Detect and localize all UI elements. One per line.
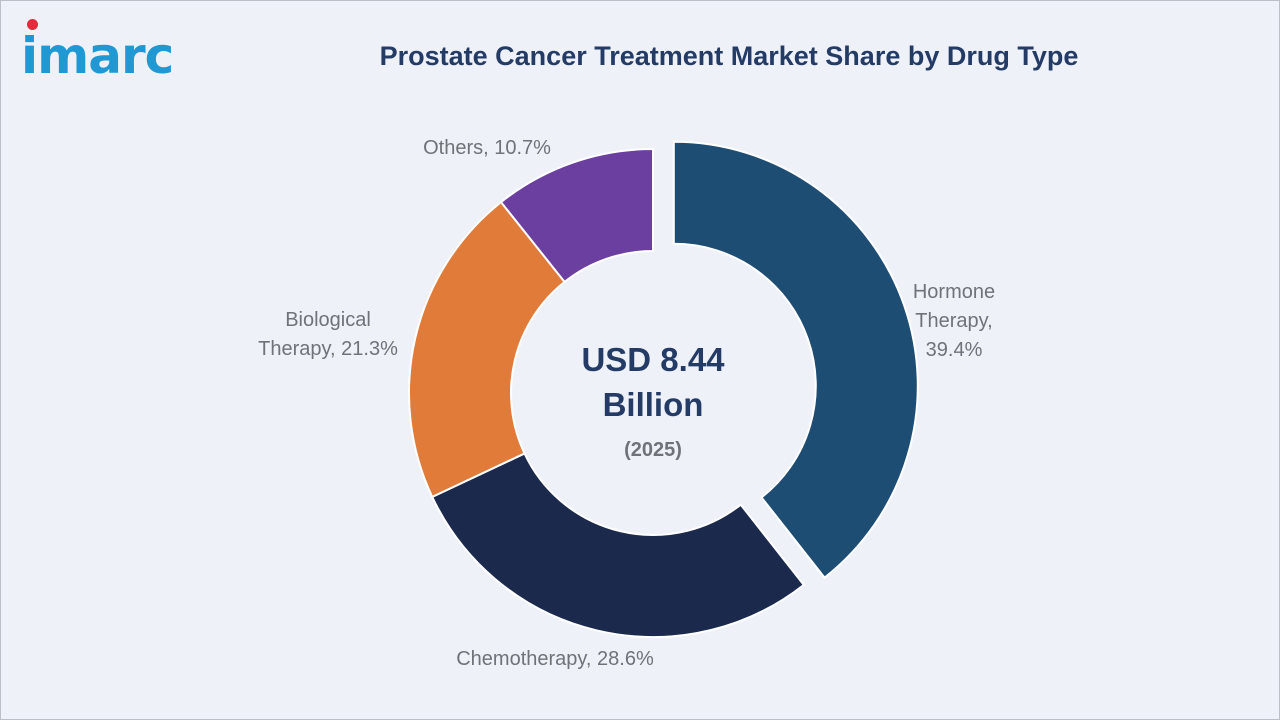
donut-slices [408,140,919,638]
center-value-line1: USD 8.44 [581,341,725,378]
slice-hormone-therapy [672,140,919,580]
imarc-logo: imarc [21,15,207,81]
slice-label-biological-therapy: Biological Therapy, 21.3% [258,309,398,360]
slice-label-others: Others, 10.7% [423,137,551,159]
slice-others [499,147,654,284]
center-value-line2: Billion [603,386,704,423]
slice-label-chemotherapy: Chemotherapy, 28.6% [456,648,654,670]
logo-dot [27,19,38,30]
slice-biological-therapy [408,200,566,499]
slice-chemotherapy [430,452,806,638]
center-label: USD 8.44 Billion (2025) [581,341,725,461]
center-year: (2025) [624,439,682,461]
chart-title: Prostate Cancer Treatment Market Share b… [379,41,1079,71]
slice-label-hormone-therapy: Hormone Therapy, 39.4% [913,281,995,361]
logo-text: imarc [21,27,174,85]
slice-labels: Hormone Therapy, 39.4% Chemotherapy, 28.6% B… [258,137,995,670]
